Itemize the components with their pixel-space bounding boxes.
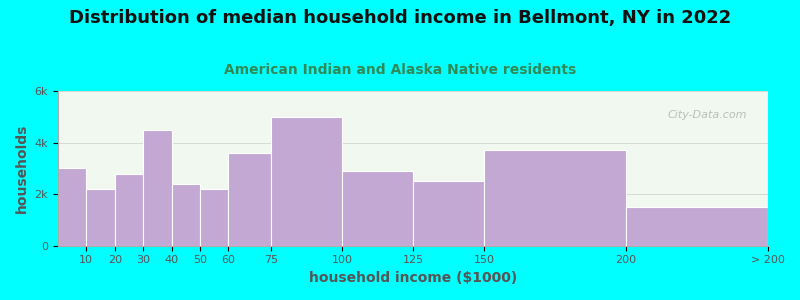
Bar	[171, 184, 200, 246]
Bar	[484, 150, 626, 246]
Bar	[143, 130, 171, 246]
Bar	[86, 189, 114, 246]
Bar	[271, 117, 342, 246]
Bar	[228, 153, 271, 246]
Bar	[626, 207, 768, 246]
Y-axis label: households: households	[15, 124, 29, 213]
Bar	[413, 181, 484, 246]
Bar	[342, 171, 413, 246]
Text: Distribution of median household income in Bellmont, NY in 2022: Distribution of median household income …	[69, 9, 731, 27]
Text: American Indian and Alaska Native residents: American Indian and Alaska Native reside…	[224, 63, 576, 77]
Bar	[114, 173, 143, 246]
Text: City-Data.com: City-Data.com	[667, 110, 746, 120]
Bar	[58, 168, 86, 246]
X-axis label: household income ($1000): household income ($1000)	[309, 271, 517, 285]
Bar	[200, 189, 228, 246]
